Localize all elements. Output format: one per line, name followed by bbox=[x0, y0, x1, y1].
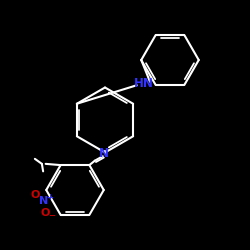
Text: O: O bbox=[40, 208, 50, 218]
Text: N: N bbox=[99, 147, 109, 160]
Text: +: + bbox=[46, 193, 54, 202]
Text: −: − bbox=[48, 211, 55, 220]
Text: O: O bbox=[30, 190, 40, 200]
Text: HN: HN bbox=[134, 77, 154, 90]
Text: N: N bbox=[39, 196, 48, 206]
